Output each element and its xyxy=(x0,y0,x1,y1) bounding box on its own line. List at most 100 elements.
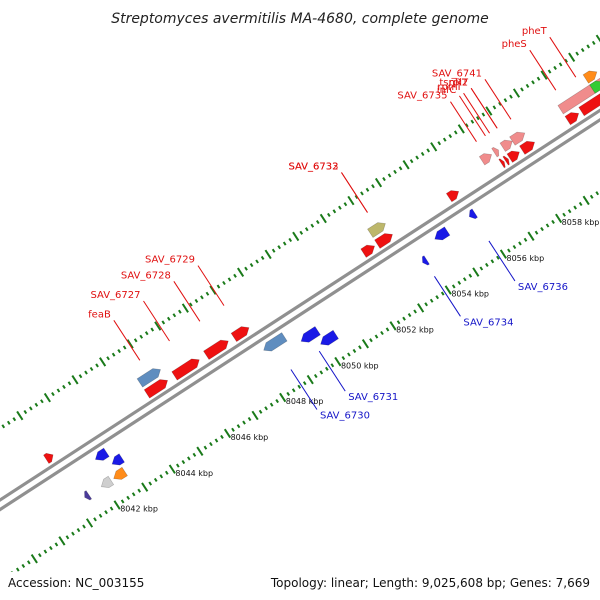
minor-tick xyxy=(244,266,248,271)
minor-tick xyxy=(187,456,191,461)
major-tick xyxy=(457,124,465,134)
gene-feature[interactable] xyxy=(113,466,128,480)
gene-feature[interactable] xyxy=(84,490,93,501)
gene-sav-6727[interactable] xyxy=(171,358,200,381)
minor-tick xyxy=(111,352,116,357)
gene-feature[interactable] xyxy=(445,190,460,203)
gene-phet[interactable] xyxy=(557,76,600,115)
gene-sav-6736[interactable] xyxy=(468,208,478,220)
minor-tick xyxy=(288,237,293,243)
minor-tick xyxy=(551,219,555,224)
minor-tick xyxy=(161,320,166,325)
minor-tick xyxy=(507,248,511,253)
minor-tick xyxy=(523,237,528,242)
gene-feature[interactable] xyxy=(111,453,125,466)
gene-sav-6741[interactable] xyxy=(519,140,535,155)
gene-feature[interactable] xyxy=(360,244,375,258)
major-tick xyxy=(374,177,383,188)
minor-tick xyxy=(181,459,186,465)
gene-label-leader xyxy=(470,87,498,129)
minor-tick xyxy=(325,366,329,371)
gene-sav-6732[interactable] xyxy=(374,233,393,249)
backbone-line xyxy=(0,117,600,512)
minor-tick xyxy=(242,420,246,425)
gene-rplt[interactable] xyxy=(506,150,520,163)
minor-tick xyxy=(23,409,28,415)
major-tick xyxy=(113,500,121,510)
minor-tick xyxy=(360,191,364,196)
gene-label-leader xyxy=(488,240,516,282)
gene-feature[interactable] xyxy=(95,447,110,461)
gene-label: SAV_6729 xyxy=(145,255,195,266)
gene-sav-6734[interactable] xyxy=(421,255,430,266)
gene-sav-6731[interactable] xyxy=(300,326,321,343)
tick-label: 8048 kbp xyxy=(286,397,324,406)
minor-tick xyxy=(485,262,489,267)
major-tick xyxy=(196,446,204,457)
minor-tick xyxy=(424,302,428,307)
minor-tick xyxy=(236,424,241,429)
major-tick xyxy=(319,213,327,224)
gene-sav-6735[interactable] xyxy=(478,153,492,166)
minor-tick xyxy=(299,230,304,235)
minor-tick xyxy=(534,230,539,235)
major-tick xyxy=(99,357,107,367)
minor-tick xyxy=(354,194,359,200)
minor-tick xyxy=(131,492,136,497)
gene-feab[interactable] xyxy=(143,379,168,399)
minor-tick xyxy=(172,313,177,318)
minor-tick xyxy=(448,134,453,139)
minor-tick xyxy=(512,244,517,250)
minor-tick xyxy=(126,495,130,500)
gene-phes[interactable] xyxy=(564,112,580,126)
gene-feature[interactable] xyxy=(582,70,598,84)
gene-feature[interactable] xyxy=(589,80,600,94)
gene-infc[interactable] xyxy=(498,158,506,169)
gene-feature[interactable] xyxy=(320,329,339,346)
gene-label: SAV_6727 xyxy=(90,290,140,301)
major-tick xyxy=(582,195,590,206)
gene-feature[interactable] xyxy=(491,147,500,158)
gene-tsnr2[interactable] xyxy=(499,139,513,152)
gene-rpmi[interactable] xyxy=(502,155,510,166)
minor-tick xyxy=(150,327,155,332)
major-tick xyxy=(512,88,521,98)
gene-sav-6728[interactable] xyxy=(203,339,229,360)
minor-tick xyxy=(470,119,475,124)
minor-tick xyxy=(62,384,66,389)
minor-tick xyxy=(192,452,197,457)
major-tick xyxy=(595,34,600,43)
minor-tick xyxy=(291,388,296,393)
gene-sav-6729[interactable] xyxy=(230,326,250,343)
minor-tick xyxy=(520,87,524,92)
minor-tick xyxy=(369,338,373,343)
gene-feature[interactable] xyxy=(100,475,115,488)
gene-feature[interactable] xyxy=(509,131,526,146)
minor-tick xyxy=(1,424,6,429)
minor-tick xyxy=(255,259,259,264)
minor-tick xyxy=(575,51,579,56)
gene-label-leader xyxy=(463,92,490,134)
minor-tick xyxy=(216,284,221,289)
minor-tick xyxy=(148,481,153,486)
gene-sav-6733[interactable] xyxy=(367,222,386,238)
accession-label: Accession: NC_003155 xyxy=(8,576,144,590)
gene-sav-6730[interactable] xyxy=(263,332,288,352)
minor-tick xyxy=(214,438,219,443)
minor-tick xyxy=(398,166,403,171)
major-tick xyxy=(279,392,287,403)
gene-feature[interactable] xyxy=(43,452,54,464)
map-title: Streptomyces avermitilis MA-4680, comple… xyxy=(111,11,489,27)
gene-feature[interactable] xyxy=(578,85,600,117)
minor-tick xyxy=(420,151,425,157)
gene-feature[interactable] xyxy=(136,368,161,388)
minor-tick xyxy=(509,94,513,99)
minor-tick xyxy=(580,47,585,53)
gene-label-leader xyxy=(459,95,486,137)
gene-feature[interactable] xyxy=(434,226,451,241)
gene-label-leader xyxy=(434,276,461,317)
minor-tick xyxy=(462,277,467,282)
minor-tick xyxy=(271,248,276,253)
minor-tick xyxy=(553,65,557,71)
